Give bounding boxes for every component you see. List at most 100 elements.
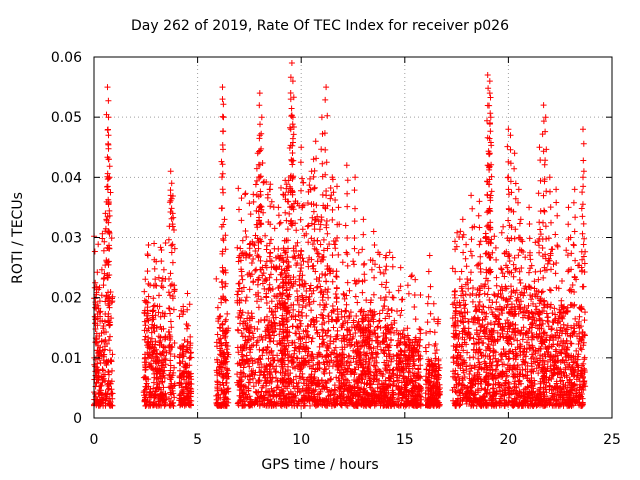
data-point bbox=[468, 388, 475, 395]
data-point bbox=[317, 221, 324, 228]
data-point bbox=[488, 188, 495, 195]
data-point bbox=[471, 363, 478, 370]
data-point bbox=[98, 266, 105, 273]
data-point bbox=[235, 288, 242, 295]
data-point bbox=[273, 265, 280, 272]
data-point bbox=[467, 334, 474, 341]
data-point bbox=[224, 366, 230, 373]
data-point bbox=[308, 318, 315, 324]
data-point bbox=[459, 361, 466, 368]
data-point bbox=[328, 376, 334, 382]
data-point bbox=[246, 245, 253, 252]
data-point bbox=[247, 396, 254, 403]
data-point bbox=[337, 360, 344, 367]
data-point bbox=[304, 200, 311, 206]
data-point bbox=[376, 310, 383, 317]
data-point bbox=[259, 384, 266, 391]
data-point bbox=[148, 355, 155, 362]
data-point bbox=[345, 386, 351, 393]
data-point bbox=[169, 223, 176, 230]
data-point bbox=[214, 378, 221, 385]
data-point bbox=[215, 315, 222, 322]
data-point bbox=[222, 246, 229, 253]
data-point bbox=[326, 241, 333, 248]
data-point bbox=[214, 304, 221, 311]
data-point bbox=[297, 216, 304, 223]
data-point bbox=[498, 266, 505, 273]
data-point bbox=[320, 247, 327, 254]
data-point bbox=[455, 373, 462, 380]
chart-title: Day 262 of 2019, Rate Of TEC Index for r… bbox=[131, 18, 509, 34]
data-point bbox=[312, 268, 319, 275]
data-point bbox=[300, 283, 307, 290]
data-point bbox=[106, 347, 113, 354]
data-point bbox=[158, 393, 165, 400]
data-point bbox=[238, 312, 245, 319]
data-point bbox=[256, 132, 263, 139]
data-point bbox=[405, 290, 412, 297]
data-point bbox=[331, 347, 338, 354]
data-point bbox=[343, 400, 350, 407]
data-point bbox=[328, 387, 335, 394]
data-point bbox=[361, 271, 368, 278]
data-point bbox=[436, 385, 443, 391]
data-point bbox=[257, 173, 264, 180]
data-point bbox=[341, 295, 348, 302]
data-point bbox=[343, 382, 350, 389]
data-point bbox=[219, 174, 225, 181]
data-point bbox=[166, 402, 173, 409]
data-point bbox=[105, 145, 112, 152]
data-point bbox=[469, 298, 476, 305]
data-point bbox=[288, 394, 295, 401]
data-point bbox=[462, 391, 469, 398]
data-point bbox=[241, 360, 248, 367]
data-point bbox=[187, 333, 194, 340]
data-point bbox=[332, 291, 339, 297]
data-point bbox=[385, 344, 392, 351]
data-point bbox=[347, 331, 354, 338]
data-point bbox=[275, 384, 282, 391]
data-point bbox=[316, 343, 323, 350]
data-point bbox=[461, 339, 468, 346]
data-point bbox=[224, 353, 231, 360]
data-point bbox=[167, 282, 174, 289]
data-point bbox=[185, 322, 191, 329]
data-point bbox=[296, 348, 303, 355]
data-point bbox=[218, 295, 225, 302]
data-point bbox=[296, 317, 303, 324]
data-point bbox=[95, 366, 102, 373]
data-point bbox=[155, 386, 162, 392]
data-point bbox=[284, 292, 291, 299]
data-point bbox=[251, 242, 258, 249]
data-point bbox=[482, 393, 489, 400]
data-point bbox=[324, 230, 331, 237]
data-point bbox=[276, 290, 283, 297]
data-point bbox=[170, 383, 177, 390]
data-point bbox=[168, 242, 175, 249]
data-point bbox=[107, 333, 113, 340]
data-point bbox=[150, 295, 157, 302]
data-point bbox=[249, 330, 256, 337]
data-point bbox=[301, 402, 308, 409]
data-point bbox=[430, 402, 437, 409]
data-point bbox=[100, 282, 107, 289]
data-point bbox=[288, 172, 294, 179]
data-point bbox=[387, 329, 394, 336]
data-point bbox=[333, 274, 340, 280]
data-point bbox=[296, 202, 303, 209]
data-point bbox=[98, 373, 105, 380]
data-point bbox=[491, 292, 498, 299]
data-point bbox=[389, 263, 396, 270]
data-point bbox=[283, 181, 290, 188]
data-point bbox=[370, 372, 377, 379]
data-point bbox=[142, 299, 149, 306]
data-point bbox=[145, 280, 152, 287]
data-point bbox=[162, 356, 169, 362]
data-point bbox=[400, 327, 407, 334]
data-point bbox=[382, 284, 389, 291]
data-point bbox=[184, 380, 191, 387]
data-point bbox=[349, 368, 355, 375]
data-point bbox=[167, 318, 174, 325]
data-point bbox=[403, 392, 410, 399]
data-point bbox=[263, 332, 270, 339]
